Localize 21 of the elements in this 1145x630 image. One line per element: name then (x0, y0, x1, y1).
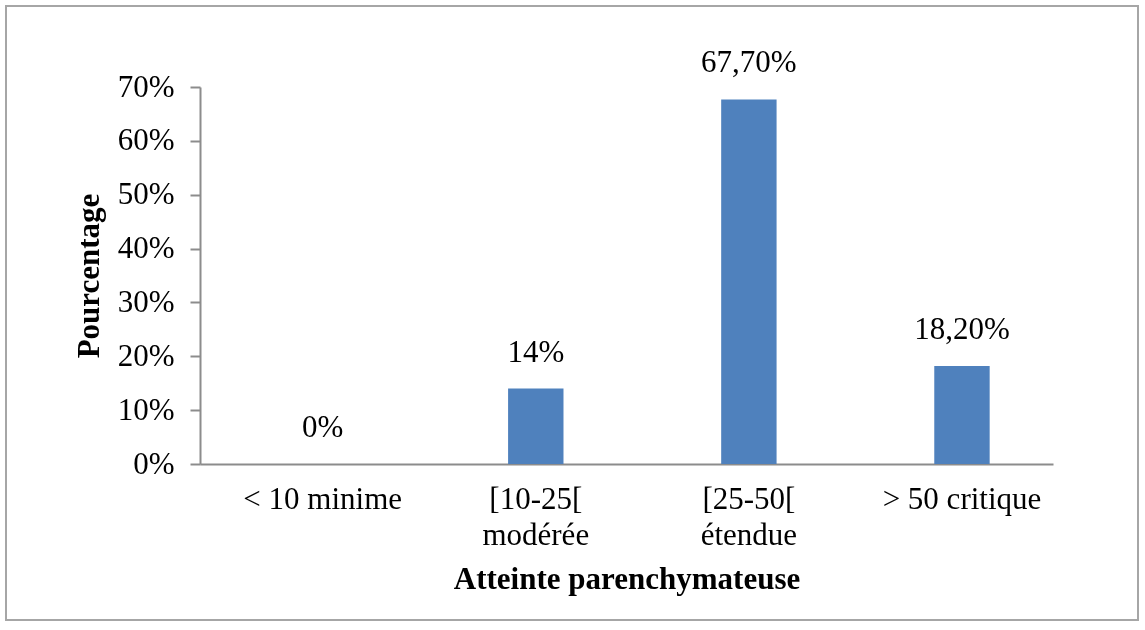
x-tick-label: > 50 critique (882, 480, 1042, 516)
y-tick-label: 60% (117, 122, 175, 158)
y-tick-label: 10% (117, 391, 175, 427)
data-label: 67,70% (701, 44, 797, 80)
y-tick-label: 40% (117, 230, 175, 266)
data-label: 14% (507, 333, 565, 369)
data-label: 18,20% (914, 310, 1010, 346)
bar (934, 365, 990, 464)
x-tick-label: [10-25[ modérée (482, 480, 590, 552)
y-tick-label: 70% (117, 68, 175, 104)
y-axis-title: Pourcentage (70, 193, 106, 359)
y-tick-label: 50% (117, 176, 175, 212)
x-tick-label: < 10 minime (243, 480, 403, 516)
x-axis-title: Atteinte parenchymateuse (453, 560, 801, 596)
y-tick-label: 0% (133, 445, 175, 481)
bar (721, 99, 777, 464)
y-tick-label: 30% (117, 283, 175, 319)
data-label: 0% (302, 409, 344, 444)
y-tick-label: 20% (117, 337, 175, 373)
x-tick-label: [25-50[ étendue (700, 480, 798, 552)
bar (508, 388, 564, 464)
